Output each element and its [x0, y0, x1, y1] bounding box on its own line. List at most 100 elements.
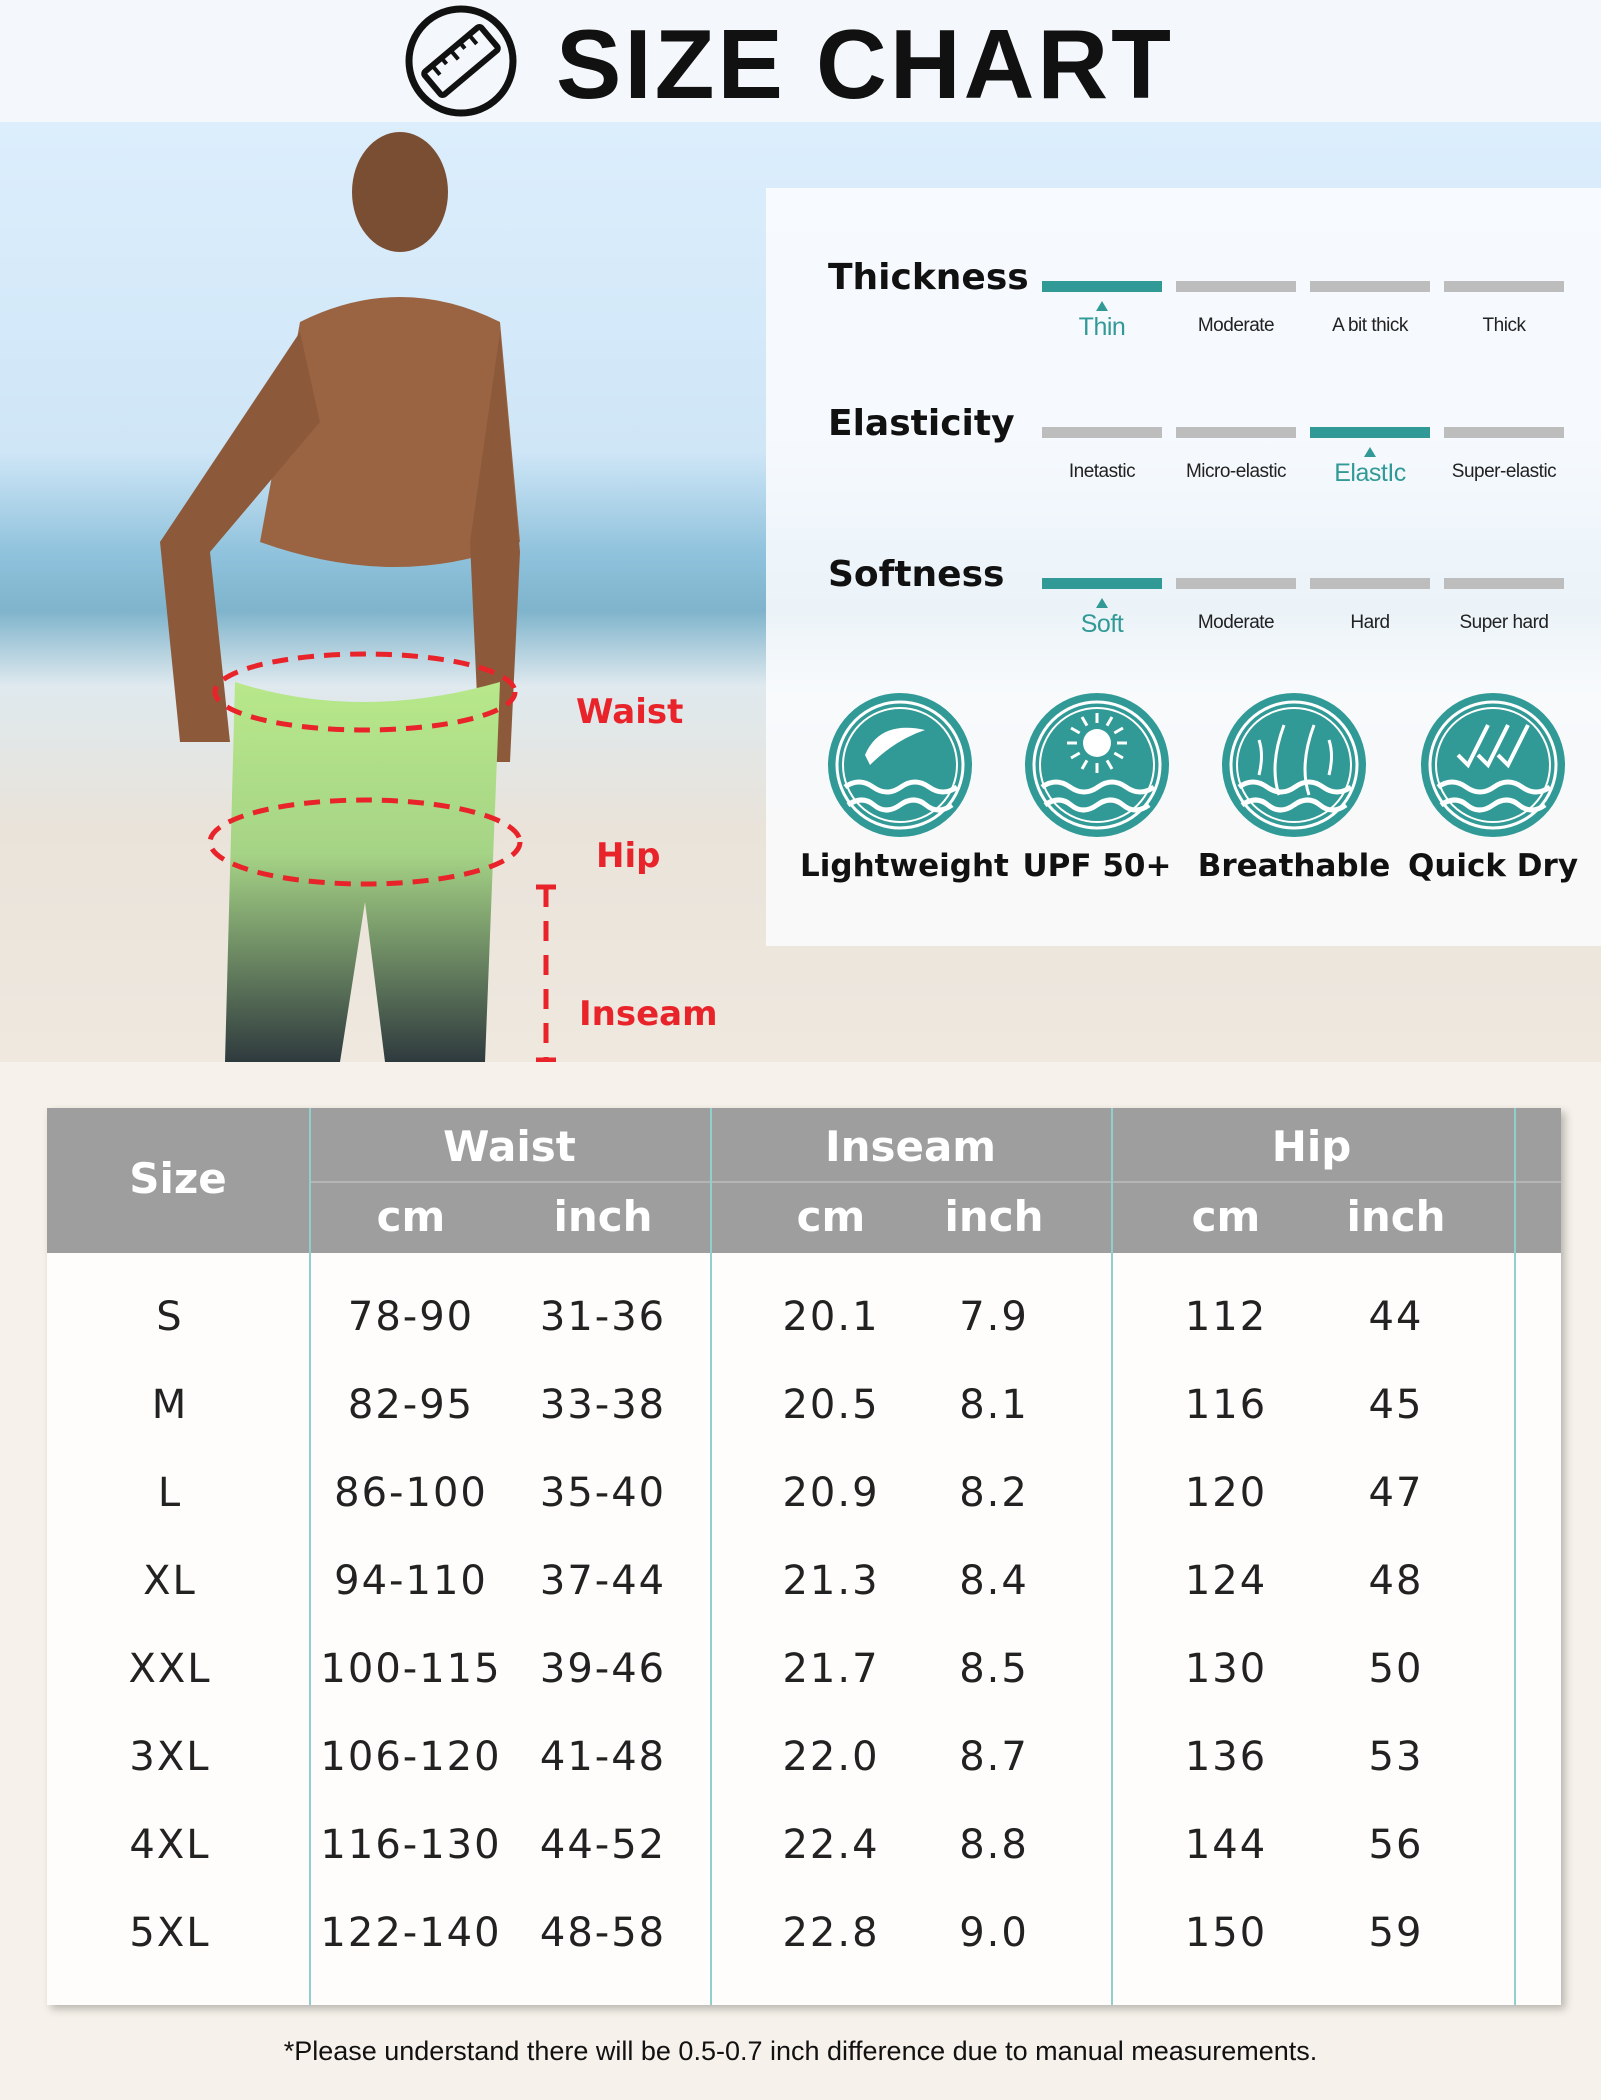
level-bar: [1444, 578, 1564, 589]
header-divider: [309, 1181, 1561, 1183]
unit-header: inch: [1346, 1192, 1446, 1241]
level-bar: [1310, 578, 1430, 589]
unit-header: cm: [376, 1192, 446, 1241]
column-divider: [710, 1108, 712, 2005]
value-cell: 20.9: [782, 1470, 880, 1516]
feature-label: UPF 50+: [1022, 848, 1172, 884]
unit-header: cm: [1191, 1192, 1261, 1241]
size-cell: 3XL: [129, 1734, 211, 1780]
value-cell: 48-58: [539, 1910, 667, 1956]
level-bar: [1444, 281, 1564, 292]
value-cell: 8.8: [959, 1822, 1029, 1868]
column-divider: [1514, 1108, 1516, 2005]
value-cell: 59: [1368, 1910, 1424, 1956]
value-cell: 106-120: [320, 1734, 502, 1780]
table-header: [47, 1108, 1561, 1253]
value-cell: 8.4: [959, 1558, 1029, 1604]
value-cell: 44-52: [539, 1822, 667, 1868]
level-bar: [1042, 281, 1162, 292]
inseam-label: Inseam: [579, 994, 718, 1034]
size-cell: 5XL: [129, 1910, 211, 1956]
value-cell: 144: [1184, 1822, 1268, 1868]
hip-label: Hip: [596, 836, 661, 876]
value-cell: 21.3: [782, 1558, 880, 1604]
footnote: *Please understand there will be 0.5-0.7…: [283, 2036, 1318, 2066]
level-label: Moderate: [1197, 315, 1275, 336]
table-row: 3XL 106-120 41-48 22.0 8.7 136 53: [47, 1716, 1561, 1804]
feature-label: Lightweight: [800, 848, 1009, 884]
value-cell: 130: [1184, 1646, 1268, 1692]
table-row: 4XL 116-130 44-52 22.4 8.8 144 56: [47, 1804, 1561, 1892]
value-cell: 20.1: [782, 1294, 880, 1340]
size-cell: XXL: [128, 1646, 212, 1692]
unit-header: cm: [796, 1192, 866, 1241]
value-cell: 21.7: [782, 1646, 880, 1692]
value-cell: 35-40: [539, 1470, 667, 1516]
model-figure: [160, 132, 556, 1063]
value-cell: 136: [1184, 1734, 1268, 1780]
value-cell: 150: [1184, 1910, 1268, 1956]
value-cell: 22.0: [782, 1734, 880, 1780]
level-label: A bit thick: [1332, 315, 1408, 336]
value-cell: 94-110: [334, 1558, 488, 1604]
value-cell: 48: [1368, 1558, 1424, 1604]
attribute-label-thickness: Thickness: [828, 257, 1029, 298]
value-cell: 8.2: [959, 1470, 1029, 1516]
value-cell: 7.9: [959, 1294, 1029, 1340]
level-label: Soft: [1080, 610, 1124, 638]
size-cell: XL: [143, 1558, 197, 1604]
page-title: SIZE CHART: [556, 9, 1174, 119]
size-cell: S: [156, 1294, 184, 1340]
value-cell: 116: [1184, 1382, 1268, 1428]
quick-dry-arrows-icon: [1421, 693, 1565, 837]
column-divider: [309, 1108, 311, 2005]
unit-header: inch: [553, 1192, 653, 1241]
value-cell: 33-38: [539, 1382, 667, 1428]
level-label: ElastIc: [1334, 459, 1406, 487]
level-bar: [1176, 427, 1296, 438]
indicator-arrow-icon: [1096, 598, 1108, 608]
value-cell: 37-44: [539, 1558, 667, 1604]
feature-label: Breathable: [1197, 848, 1391, 884]
value-cell: 78-90: [347, 1294, 475, 1340]
table-row: XL 94-110 37-44 21.3 8.4 124 48: [47, 1540, 1561, 1628]
size-cell: L: [157, 1470, 183, 1516]
value-cell: 22.8: [782, 1910, 880, 1956]
table-row: S 78-90 31-36 20.1 7.9 112 44: [47, 1276, 1561, 1364]
level-label: Moderate: [1197, 612, 1275, 633]
table-row: M 82-95 33-38 20.5 8.1 116 45: [47, 1364, 1561, 1452]
value-cell: 8.5: [959, 1646, 1029, 1692]
level-bar: [1042, 427, 1162, 438]
group-header-waist: Waist: [443, 1122, 576, 1171]
level-label: Hard: [1350, 612, 1390, 633]
level-label: Micro-elastic: [1185, 461, 1287, 482]
value-cell: 8.7: [959, 1734, 1029, 1780]
breathable-arrows-icon: [1222, 693, 1366, 837]
size-table: Size Waist Inseam Hip cm inch cm inch cm inch S 78…: [47, 1108, 1561, 2005]
value-cell: 22.4: [782, 1822, 880, 1868]
group-header-inseam: Inseam: [824, 1122, 997, 1171]
level-label: Super hard: [1459, 612, 1549, 633]
level-bar: [1176, 578, 1296, 589]
column-divider: [1111, 1108, 1113, 2005]
indicator-arrow-icon: [1364, 447, 1376, 457]
level-bar: [1176, 281, 1296, 292]
value-cell: 124: [1184, 1558, 1268, 1604]
table-row: 5XL 122-140 48-58 22.8 9.0 150 59: [47, 1892, 1561, 1980]
table-row: XXL 100-115 39-46 21.7 8.5 130 50: [47, 1628, 1561, 1716]
size-header: Size: [129, 1154, 227, 1203]
title-bar: [0, 0, 1601, 122]
value-cell: 8.1: [959, 1382, 1029, 1428]
value-cell: 41-48: [539, 1734, 667, 1780]
table-row: L 86-100 35-40 20.9 8.2 120 47: [47, 1452, 1561, 1540]
size-cell: 4XL: [129, 1822, 211, 1868]
value-cell: 120: [1184, 1470, 1268, 1516]
value-cell: 116-130: [320, 1822, 502, 1868]
value-cell: 39-46: [539, 1646, 667, 1692]
attribute-label-elasticity: Elasticity: [828, 403, 1015, 444]
level-label: Inetastic: [1068, 461, 1136, 482]
level-bar: [1444, 427, 1564, 438]
value-cell: 44: [1368, 1294, 1424, 1340]
size-cell: M: [151, 1382, 189, 1428]
value-cell: 86-100: [334, 1470, 488, 1516]
